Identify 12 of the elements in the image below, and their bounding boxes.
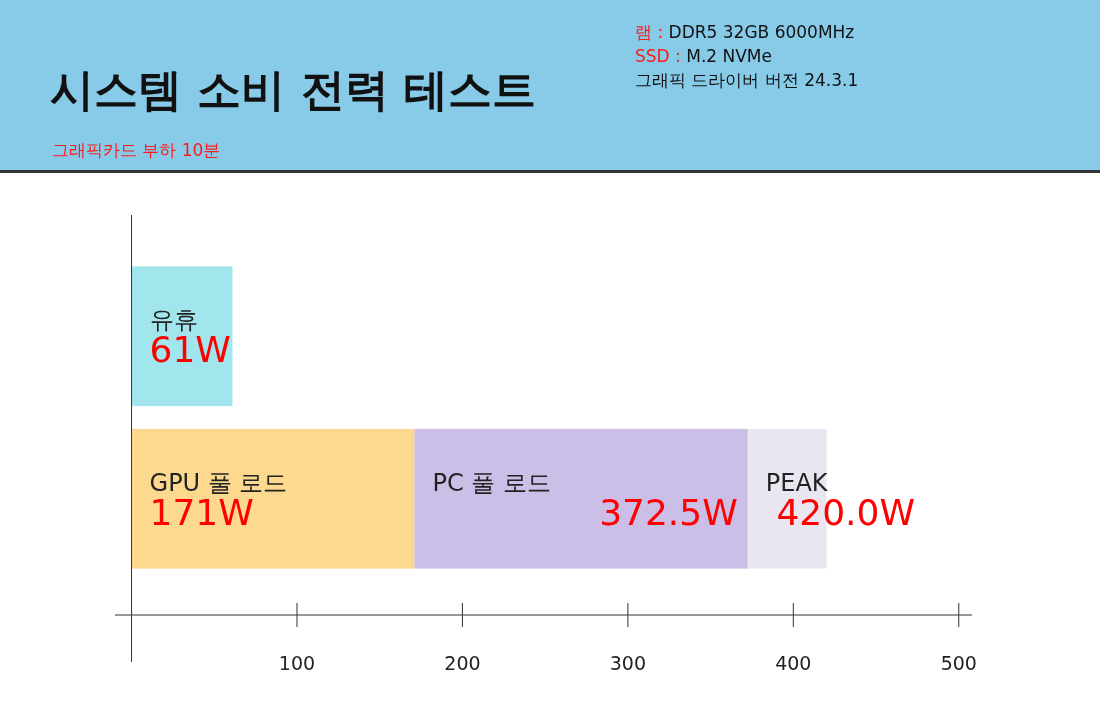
chart-subtitle: 그래픽카드 부하 10분: [52, 140, 221, 160]
x-tick-label: 500: [940, 652, 977, 674]
annotation: 372.5W: [599, 491, 738, 533]
x-tick-label: 100: [278, 652, 316, 674]
text: 램 : DDR5 32GB 6000MHz: [635, 22, 855, 42]
text: SSD : M.2 NVMe: [635, 46, 772, 66]
x-tick-label: 300: [609, 652, 647, 674]
text: 그래픽 드라이버 버전 24.3.1: [635, 70, 859, 90]
chart-title: 시스템 소비 전력 테스트: [50, 64, 536, 115]
series-label: PC 풀 로드: [432, 468, 551, 497]
x-tick-label: 200: [444, 652, 481, 674]
x-tick-label: 400: [775, 652, 812, 674]
